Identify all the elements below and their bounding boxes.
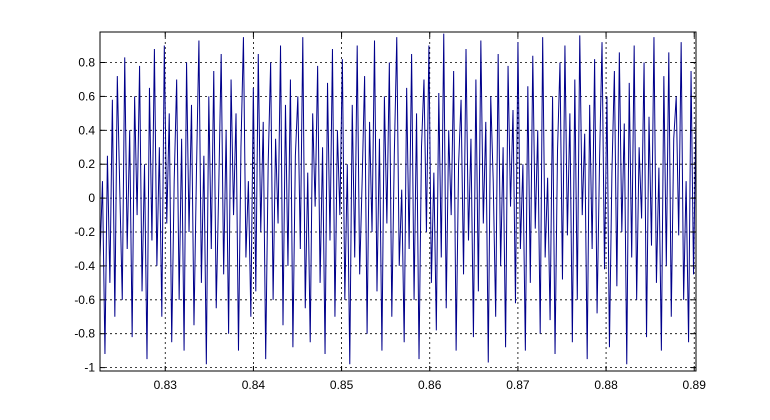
- y-tick-label: 0.4: [78, 123, 95, 137]
- y-tick-label: 0.6: [78, 89, 95, 103]
- plot-frame: [99, 31, 697, 372]
- signal-series-line: [100, 33, 696, 365]
- axis-ticks: [100, 32, 696, 371]
- x-tick-label: 0.86: [418, 378, 442, 392]
- x-tick-label: 0.89: [683, 378, 707, 392]
- x-tick-label: 0.87: [506, 378, 530, 392]
- y-tick-label: 0.2: [78, 157, 95, 171]
- x-tick-label: 0.88: [594, 378, 618, 392]
- y-tick-label: -0.6: [74, 293, 95, 307]
- x-tick-label: 0.83: [154, 378, 178, 392]
- x-tick-label: 0.84: [242, 378, 266, 392]
- y-tick-label: -1: [84, 361, 95, 375]
- x-tick-label: 0.85: [330, 378, 354, 392]
- y-tick-label: -0.8: [74, 327, 95, 341]
- axis-tick-labels: 0.83 0.84 0.85 0.86 0.87 0.88 0.89 0.8 0.6 0.4 0.2…: [74, 56, 706, 392]
- y-tick-label: 0.8: [78, 56, 95, 70]
- y-tick-label: -0.4: [74, 259, 95, 273]
- y-tick-label: 0: [88, 191, 95, 205]
- y-tick-label: -0.2: [74, 225, 95, 239]
